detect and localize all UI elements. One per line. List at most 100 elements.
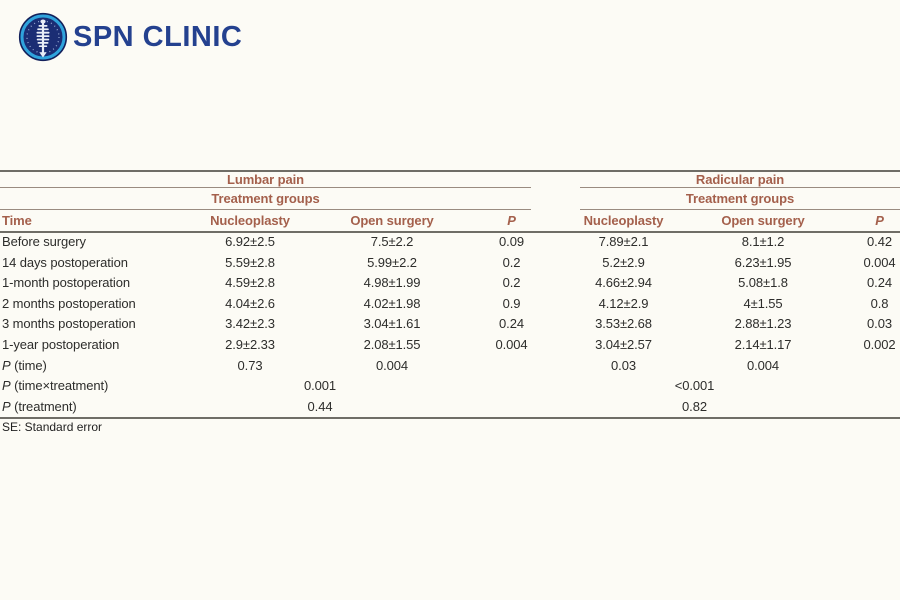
header-row-rule <box>0 231 900 233</box>
table-row: 4.12±2.9 4±1.55 0.8 <box>580 294 900 315</box>
radicular-p-header: P <box>875 213 884 228</box>
table-cell: 3.04±2.57 <box>595 336 652 352</box>
table-cell: 4.12±2.9 <box>598 295 649 311</box>
table-cell: 8.1±1.2 <box>741 234 785 249</box>
table-cell <box>473 356 550 377</box>
table-cell: 2.9±2.33 <box>225 336 275 352</box>
table-row: Treatment groups <box>0 188 531 209</box>
table-cell: 0.24 <box>867 275 892 291</box>
lumbar-open-surgery-header: Open surgery <box>350 213 434 228</box>
row-label: Before surgery <box>2 234 86 249</box>
table-row: 3.53±2.68 2.88±1.23 0.03 <box>580 314 900 335</box>
table-cell: 0.09 <box>499 234 524 249</box>
table-row: 0.82 <box>580 397 900 418</box>
clinic-logo: SPN CLINIC <box>18 12 242 62</box>
table-row: Lumbar pain <box>0 172 531 188</box>
table-row: 4.66±2.94 5.08±1.8 0.24 <box>580 273 900 294</box>
table-cell: 3.42±2.3 <box>225 316 275 332</box>
table-row: 5.2±2.9 6.23±1.95 0.004 <box>580 253 900 274</box>
table-top-rule <box>0 170 900 172</box>
row-label-text: (time) <box>10 357 47 373</box>
table-cell: 0.004 <box>495 336 528 352</box>
table-header-row: Nucleoplasty Open surgery P <box>580 209 900 232</box>
lumbar-pain-title: Lumbar pain <box>227 172 304 187</box>
lumbar-title-underline <box>0 187 531 188</box>
table-cell: 6.23±1.95 <box>734 254 792 270</box>
table-cell: 0.24 <box>499 316 524 332</box>
table-row: P (treatment) 0.44 <box>0 397 531 418</box>
table-cell: 0.002 <box>863 336 896 352</box>
table-cell: 4.59±2.8 <box>225 275 275 291</box>
row-label: P (time) <box>0 356 170 377</box>
row-label: P (treatment) <box>0 397 170 418</box>
time-column-header: Time <box>2 213 32 228</box>
spine-circle-icon <box>18 12 68 62</box>
table-cell: 0.03 <box>611 357 636 373</box>
table-cell <box>454 376 531 397</box>
table-cell: 2.14±1.17 <box>734 336 792 352</box>
table-cell: 0.42 <box>867 234 892 249</box>
table-cell: 6.92±2.5 <box>225 234 275 249</box>
table-cell: 4.66±2.94 <box>595 275 652 291</box>
table-cell: 0.8 <box>870 295 889 311</box>
table-cell: 4.04±2.6 <box>225 295 275 311</box>
table-row: 2 months postoperation 4.04±2.6 4.02±1.9… <box>0 294 531 315</box>
row-label: 1-year postoperation <box>2 336 120 352</box>
table-cell: 5.99±2.2 <box>367 254 417 270</box>
row-label: 2 months postoperation <box>2 295 136 311</box>
table-cell: 0.44 <box>307 398 333 414</box>
row-label: 14 days postoperation <box>2 254 128 270</box>
table-cell: 0.73 <box>237 357 263 373</box>
lumbar-p-header: P <box>507 213 516 228</box>
table-cell: 3.04±1.61 <box>363 316 421 332</box>
table-cell: 0.82 <box>682 398 707 414</box>
table-row: P (time×treatment) 0.001 <box>0 376 531 397</box>
radicular-groups-underline <box>580 209 900 210</box>
brand-name: SPN CLINIC <box>73 20 243 53</box>
p-symbol: P <box>2 357 11 373</box>
table-cell: 5.08±1.8 <box>738 275 788 291</box>
table-cell: 0.001 <box>303 378 337 394</box>
radicular-treatment-groups-label: Treatment groups <box>685 191 795 206</box>
row-label: 3 months postoperation <box>2 316 136 332</box>
radicular-pain-table: Radicular pain Treatment groups Nucleopl… <box>580 172 900 417</box>
table-cell: <0.001 <box>674 378 715 394</box>
table-row: 3 months postoperation 3.42±2.3 3.04±1.6… <box>0 314 531 335</box>
table-footnote: SE: Standard error <box>2 420 103 434</box>
table-cell: 4.98±1.99 <box>363 275 421 291</box>
table-cell: 3.53±2.68 <box>595 316 652 332</box>
table-cell <box>454 397 531 418</box>
row-label-text: (time×treatment) <box>10 378 109 394</box>
table-cell: 5.2±2.9 <box>602 254 645 270</box>
lumbar-groups-underline <box>0 209 531 210</box>
table-cell <box>821 376 900 397</box>
table-cell: 0.2 <box>502 275 521 291</box>
table-bottom-rule <box>0 417 900 419</box>
radicular-open-surgery-header: Open surgery <box>721 213 805 228</box>
radicular-nucleoplasty-header: Nucleoplasty <box>583 213 664 228</box>
table-row: Treatment groups <box>580 188 900 209</box>
table-cell: 5.59±2.8 <box>225 254 275 270</box>
table-cell: 4±1.55 <box>743 295 783 311</box>
table-cell: 0.03 <box>867 316 892 332</box>
table-cell: 0.004 <box>863 254 896 270</box>
table-cell <box>821 397 900 418</box>
table-row: <0.001 <box>580 376 900 397</box>
table-row: 7.89±2.1 8.1±1.2 0.42 <box>580 232 900 253</box>
table-cell: 0.004 <box>746 357 780 373</box>
table-row: Before surgery 6.92±2.5 7.5±2.2 0.09 <box>0 232 531 253</box>
table-row: P (time) 0.73 0.004 <box>0 356 531 377</box>
table-row: 14 days postoperation 5.59±2.8 5.99±2.2 … <box>0 253 531 274</box>
lumbar-pain-table: Lumbar pain Treatment groups Time Nucleo… <box>0 172 531 417</box>
row-label: P (time×treatment) <box>0 376 170 397</box>
table-cell: 7.5±2.2 <box>370 234 414 249</box>
table-cell: 0.004 <box>375 357 409 373</box>
table-header-row: Time Nucleoplasty Open surgery P <box>0 209 531 232</box>
radicular-pain-title: Radicular pain <box>695 172 785 187</box>
p-symbol: P <box>2 398 11 414</box>
p-symbol: P <box>2 378 11 394</box>
table-cell <box>840 356 900 377</box>
table-row: Radicular pain <box>580 172 900 188</box>
table-row: 0.03 0.004 <box>580 356 900 377</box>
